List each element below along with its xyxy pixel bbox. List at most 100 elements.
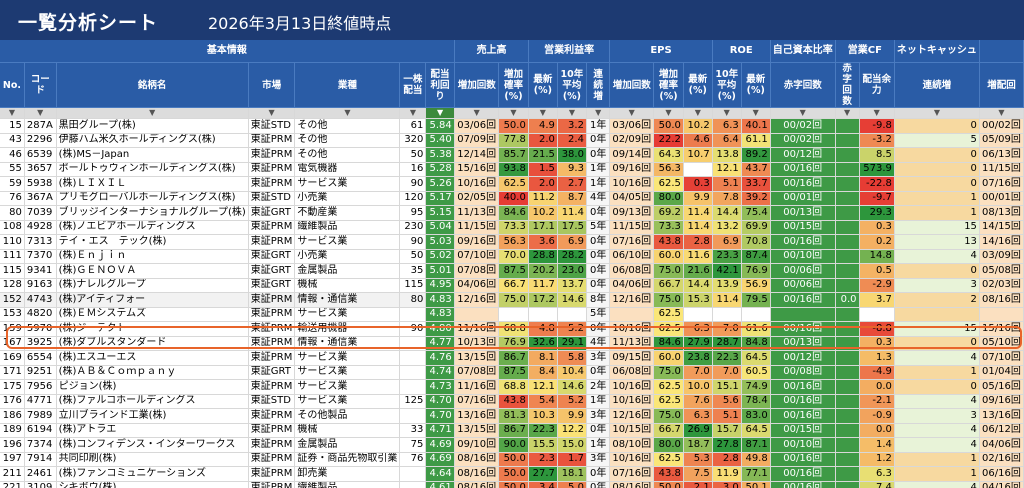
row-dividend — [399, 481, 427, 488]
filter-button-21[interactable]: ▼ — [979, 107, 1024, 119]
filter-button-2[interactable]: ▼ — [56, 107, 249, 119]
table-row[interactable]: 189 6194 (株)アトラエ 東証PRM 機械 33 4.71 13/15回 86.7 22.… — [0, 423, 1024, 438]
metric-cell-10: 00/01回 — [770, 191, 836, 206]
metric-cell-10: 00/02回 — [770, 133, 836, 148]
metric-cell-12: 8.5 — [859, 147, 895, 163]
column-header-20: 連続増 — [894, 62, 980, 108]
row-sector: 情報・通信業 — [294, 292, 401, 308]
row-code: 6539 — [24, 147, 57, 163]
row-name: ポールトゥウィンホールディングス(株) — [56, 162, 249, 177]
filter-button-7[interactable]: ▼ — [455, 107, 500, 119]
table-row[interactable]: 15 287A 黒田グループ(株) 東証STD その他 61 5.84 03/06回 50.0 4… — [0, 118, 1024, 134]
filter-button-4[interactable]: ▼ — [294, 107, 401, 119]
filter-button-13[interactable]: ▼ — [653, 107, 684, 119]
table-row[interactable]: 159 5970 (株)ジーテクト 東証PRM 輸送用機器 90 4.80 11/16回 68.… — [0, 321, 1024, 337]
row-name: (株)ＥＭシステムズ — [56, 307, 249, 322]
row-yield: 4.70 — [425, 394, 455, 409]
metric-cell-4: 0年 — [586, 263, 611, 279]
filter-button-11[interactable]: ▼ — [586, 107, 611, 119]
metric-cell-12: 14.8 — [859, 249, 895, 264]
table-row[interactable]: 128 9163 (株)ナレルグループ 東証GRT 機械 115 4.95 04/06回 66.… — [0, 278, 1024, 293]
row-code: 2296 — [24, 133, 57, 148]
table-row[interactable]: 167 3925 (株)ダブルスタンダード 東証PRM 情報・通信業 4.77 10/13回… — [0, 336, 1024, 351]
row-code: 3925 — [24, 336, 57, 351]
metric-cell-8: 7.8 — [712, 191, 742, 206]
metric-cell-14: 14/16回 — [979, 234, 1024, 250]
metric-cell-9: 74.9 — [741, 379, 771, 395]
table-row[interactable]: 153 4820 (株)ＥＭシステムズ 東証PRM サービス業 4.83 5年 62.5 — [0, 307, 1024, 322]
row-code: 287A — [24, 118, 57, 134]
filter-button-3[interactable]: ▼ — [248, 107, 296, 119]
filter-button-10[interactable]: ▼ — [557, 107, 587, 119]
table-row[interactable]: 211 2461 (株)ファンコミュニケーションズ 東証PRM 卸売業 4.64 08/16… — [0, 466, 1024, 482]
table-row[interactable]: 110 7313 テイ・エス テック(株) 東証PRM サービス業 90 5.03 09/16… — [0, 234, 1024, 250]
filter-button-12[interactable]: ▼ — [609, 107, 655, 119]
metric-cell-9: 39.2 — [741, 191, 771, 206]
table-row[interactable]: 80 7039 ブリッジインターナショナルグループ(株) 東証GRT 不動産業 95 5.1… — [0, 205, 1024, 221]
metric-cell-0 — [455, 307, 500, 322]
metric-cell-11 — [835, 249, 860, 264]
filter-button-9[interactable]: ▼ — [528, 107, 558, 119]
filter-button-18[interactable]: ▼ — [835, 107, 860, 119]
table-row[interactable]: 55 3657 ポールトゥウィンホールディングス(株) 東証PRM 電気機器 16 5.28… — [0, 162, 1024, 177]
filter-button-0[interactable]: ▼ — [0, 107, 25, 119]
metric-cell-13: 3 — [894, 408, 980, 424]
row-sector: 小売業 — [294, 249, 401, 264]
metric-cell-1: 66.7 — [498, 278, 529, 293]
metric-cell-5: 11/15回 — [609, 220, 655, 235]
metric-cell-7 — [683, 307, 713, 322]
table-row[interactable]: 186 7989 立川ブラインド工業(株) 東証PRM その他製品 4.70 13/16回 8… — [0, 408, 1024, 424]
metric-cell-0: 08/16回 — [455, 452, 500, 467]
metric-cell-4: 0年 — [586, 481, 611, 488]
metric-cell-13: 15 — [894, 220, 980, 235]
table-row[interactable]: 111 7370 (株)Ｅｎｊｉｎ 東証GRT 小売業 50 5.02 07/10回 70.0 2… — [0, 249, 1024, 264]
metric-cell-9: 49.8 — [741, 452, 771, 467]
metric-cell-13: 0 — [894, 176, 980, 192]
filter-button-16[interactable]: ▼ — [741, 107, 771, 119]
metric-cell-13: 1 — [894, 452, 980, 467]
group-header-2: 営業利益率 — [528, 40, 611, 63]
metric-cell-4: 0年 — [586, 234, 611, 250]
metric-cell-0: 12/14回 — [455, 147, 500, 163]
row-sector: 卸売業 — [294, 466, 401, 482]
row-code: 367A — [24, 191, 57, 206]
metric-cell-1: 87.5 — [498, 263, 529, 279]
metric-cell-3: 5.2 — [557, 321, 587, 337]
table-row[interactable]: 197 7914 共同印刷(株) 東証PRM 証券・商品先物取引業 76 4.69 08/16… — [0, 452, 1024, 467]
table-row[interactable]: 221 3109 シキボウ(株) 東証PRM 繊維製品 4.61 08/16回 50.0 3.4… — [0, 481, 1024, 488]
table-row[interactable]: 115 9341 (株)ＧＥＮＯＶＡ 東証GRT 金属製品 35 5.01 07/08回 87.… — [0, 263, 1024, 279]
metric-cell-6: 62.5 — [653, 321, 684, 337]
metric-cell-4: 0年 — [586, 278, 611, 293]
table-row[interactable]: 175 7956 ピジョン(株) 東証PRM サービス業 4.73 11/16回 68.8 12… — [0, 379, 1024, 395]
table-row[interactable]: 59 5938 (株)ＬＩＸＩＬ 東証PRM サービス業 90 5.26 10/16回 62.5… — [0, 176, 1024, 192]
table-row[interactable]: 176 4771 (株)ファルコホールディングス 東証STD サービス業 125 4.70 0… — [0, 394, 1024, 409]
filter-button-8[interactable]: ▼ — [498, 107, 529, 119]
metric-cell-11 — [835, 452, 860, 467]
metric-cell-10: 00/12回 — [770, 147, 836, 163]
filter-button-5[interactable]: ▼ — [399, 107, 427, 119]
metric-cell-8: 13.9 — [712, 278, 742, 293]
table-row[interactable]: 76 367A プリモグローバルホールディングス(株) 東証STD 小売業 120 5.17… — [0, 191, 1024, 206]
filter-button-1[interactable]: ▼ — [24, 107, 57, 119]
column-header-row: No. コード 銘柄名 市場 業種 一株配当 配当利回り 増加回数 増加確率(%) 最新(%) 10… — [0, 62, 1024, 108]
metric-cell-10: 00/16回 — [770, 234, 836, 250]
filter-button-17[interactable]: ▼ — [770, 107, 836, 119]
table-row[interactable]: 43 2296 伊藤ハム米久ホールディングス(株) 東証PRM その他 320 5.40 07… — [0, 133, 1024, 148]
metric-cell-14: 05/08回 — [979, 263, 1024, 279]
filter-button-19[interactable]: ▼ — [859, 107, 895, 119]
table-row[interactable]: 169 6554 (株)エスユーエス 東証PRM サービス業 4.76 13/15回 86.7… — [0, 350, 1024, 366]
filter-button-15[interactable]: ▼ — [712, 107, 742, 119]
table-row[interactable]: 108 4928 (株)ノエビアホールディングス 東証PRM 繊維製品 230 5.04 11… — [0, 220, 1024, 235]
table-row[interactable]: 171 9251 (株)ＡＢ＆Ｃｏｍｐａｎｙ 東証GRT サービス業 4.74 07/08回… — [0, 365, 1024, 380]
table-row[interactable]: 152 4743 (株)アイティフォー 東証PRM 情報・通信業 80 4.83 12/16回… — [0, 292, 1024, 308]
filter-button-20[interactable]: ▼ — [894, 107, 980, 119]
table-row[interactable]: 196 7374 (株)コンフィデンス・インターワークス 東証PRM 金属製品 75 4.6… — [0, 437, 1024, 453]
table-row[interactable]: 46 6539 (株)MS－Japan 東証PRM その他 50 5.38 12/14回 85.… — [0, 147, 1024, 163]
metric-cell-14: 11/15回 — [979, 162, 1024, 177]
row-dividend — [399, 379, 427, 395]
metric-cell-1: 87.5 — [498, 365, 529, 380]
filter-button-6[interactable]: ▼ — [425, 107, 455, 119]
filter-button-14[interactable]: ▼ — [683, 107, 713, 119]
metric-cell-6: 64.3 — [653, 147, 684, 163]
metric-cell-12: -3.2 — [859, 133, 895, 148]
